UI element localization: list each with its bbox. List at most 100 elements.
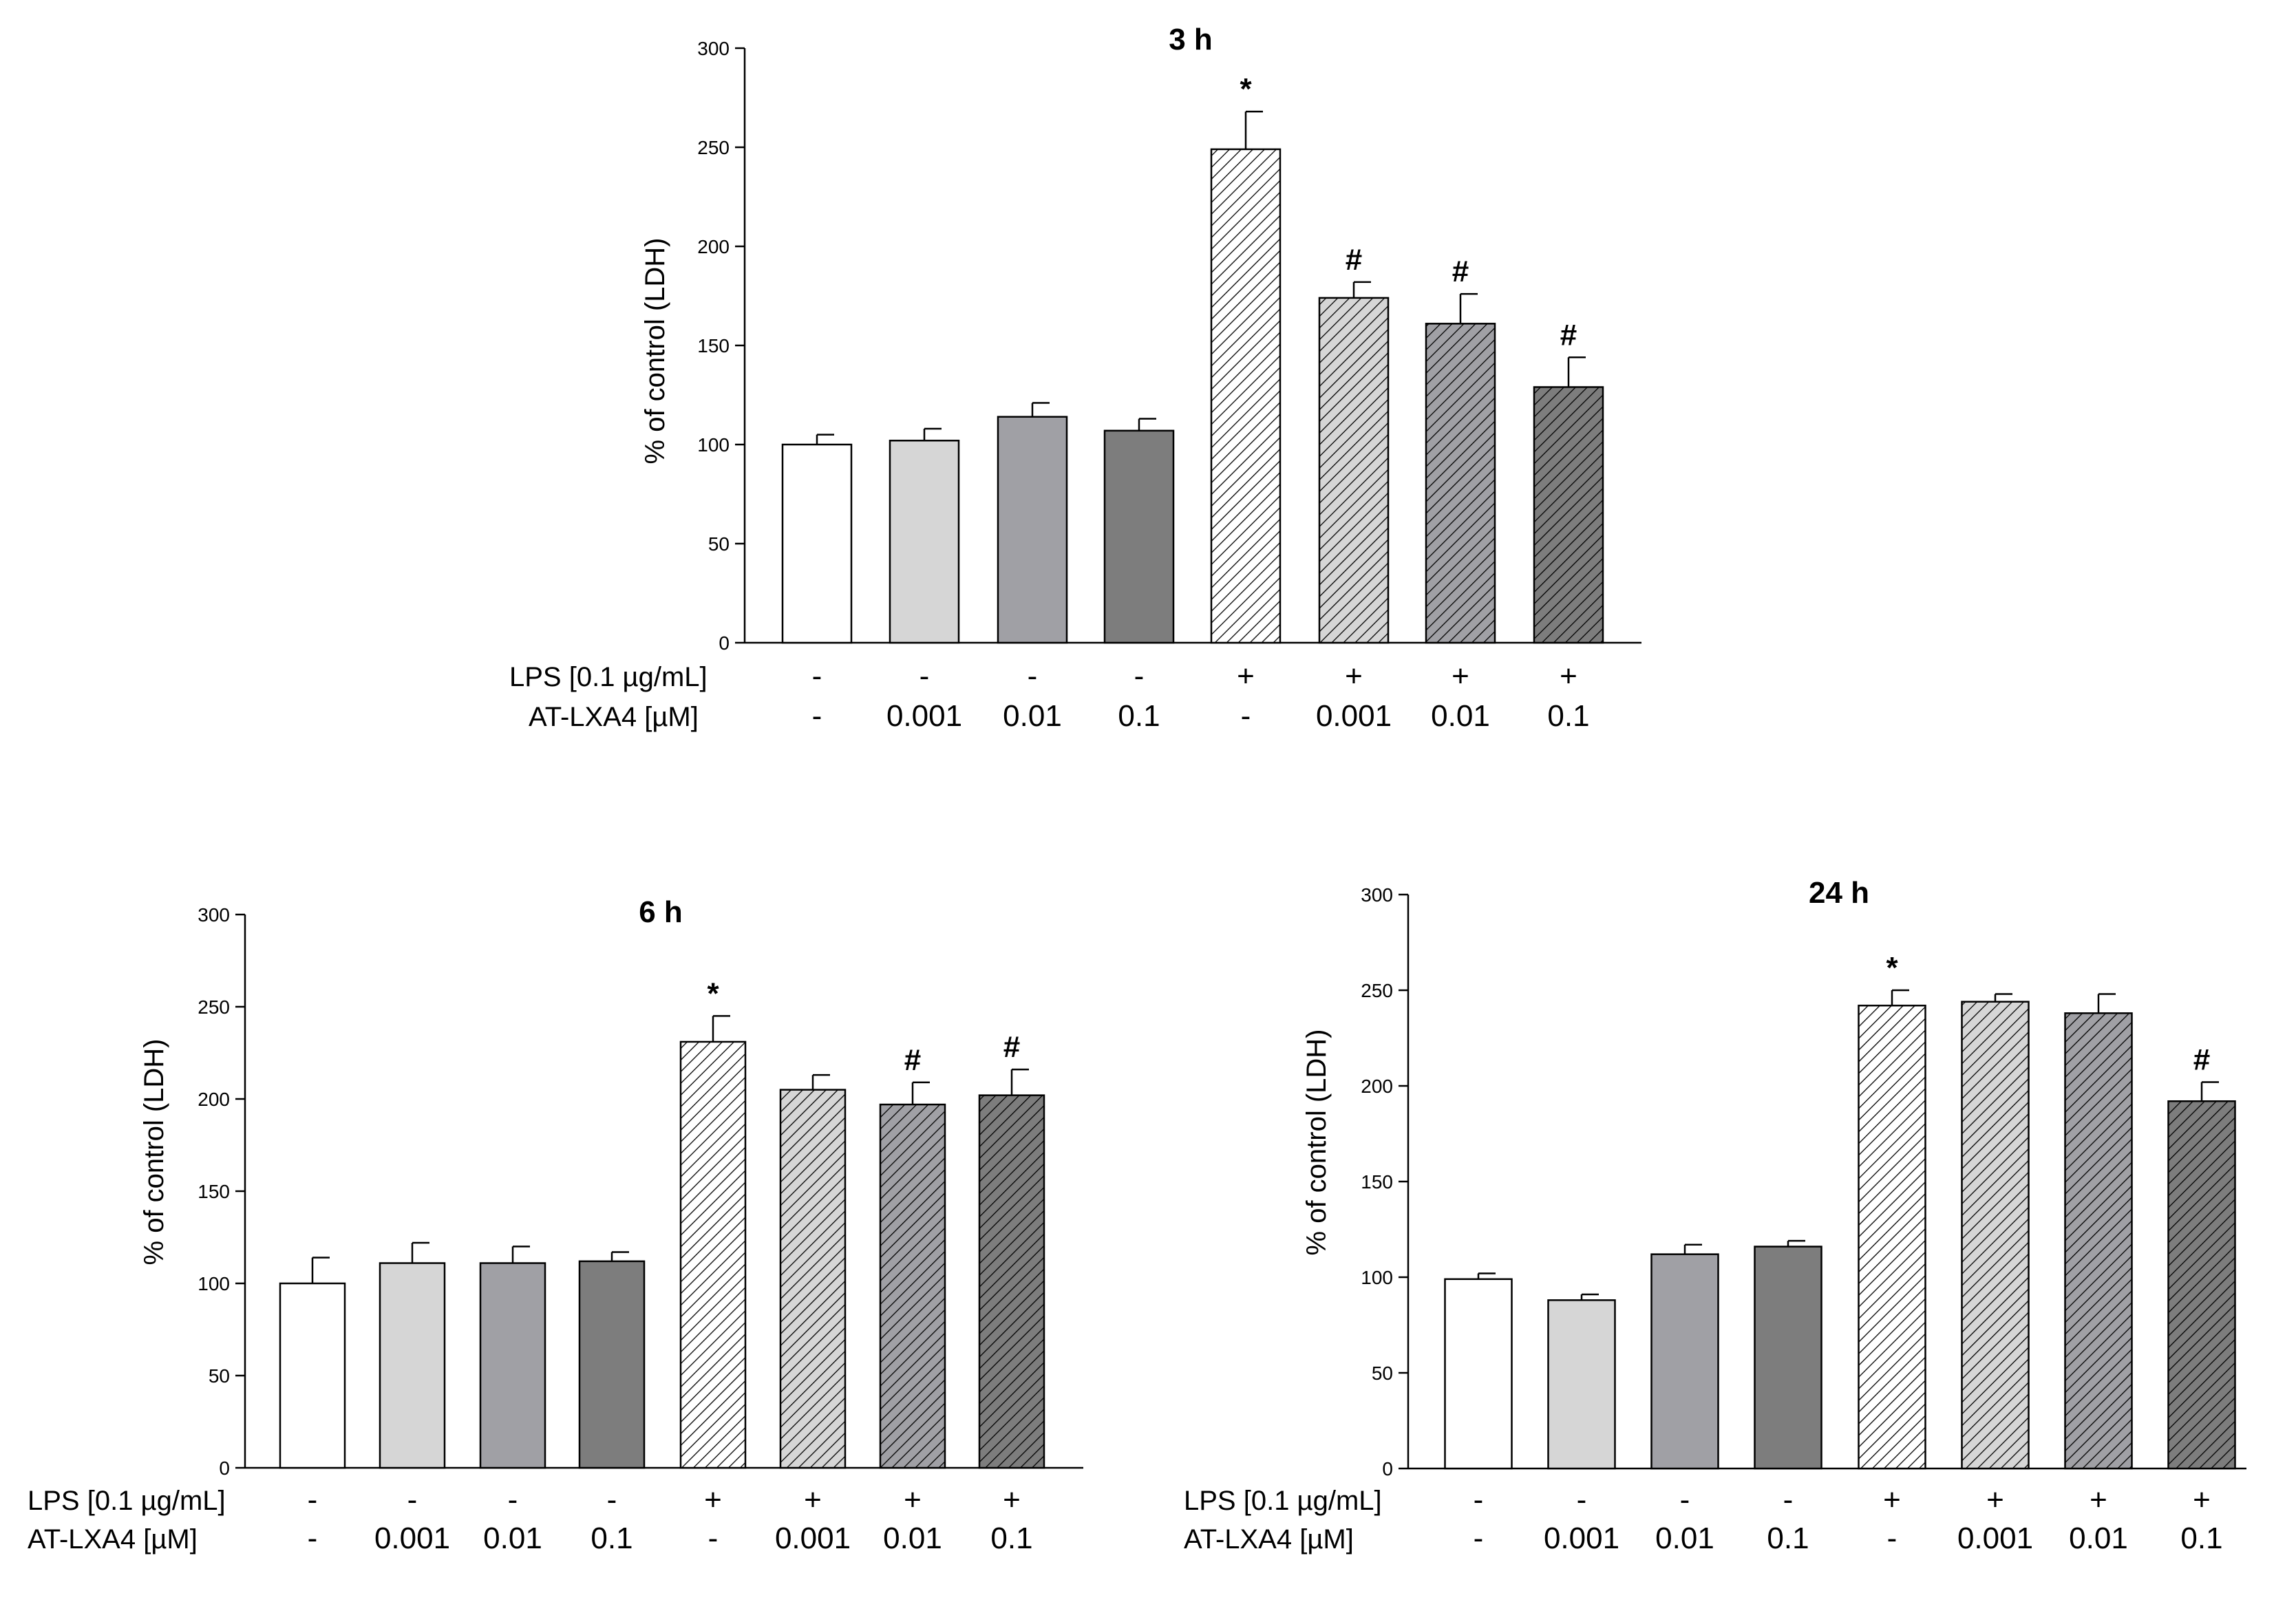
- lps-value: +: [2090, 1483, 2107, 1517]
- bar: [1533, 386, 1604, 644]
- atlxa4-value: 0.001: [886, 699, 962, 733]
- y-tick-label: 50: [708, 533, 730, 555]
- bar: [997, 416, 1068, 644]
- y-tick-label: 150: [697, 335, 730, 356]
- y-tick-label: 150: [198, 1181, 230, 1202]
- lps-value: +: [1237, 659, 1255, 693]
- lps-value: -: [1680, 1483, 1690, 1517]
- atlxa4-value: 0.01: [1003, 699, 1062, 733]
- atlxa4-value: 0.01: [883, 1521, 942, 1555]
- atlxa4-value: -: [812, 699, 822, 733]
- bar: [1318, 297, 1390, 644]
- significance-asterisk: *: [707, 976, 719, 1010]
- atlxa4-value: 0.1: [2180, 1521, 2222, 1555]
- bar: [781, 443, 853, 644]
- chart-title: 24 h: [1809, 876, 1869, 910]
- lps-value: -: [508, 1483, 518, 1517]
- chart-title: 3 h: [1169, 23, 1213, 56]
- significance-hash: #: [1346, 243, 1362, 277]
- bar: [879, 1103, 946, 1469]
- lps-value: +: [904, 1483, 922, 1517]
- atlxa4-value: -: [1241, 699, 1251, 733]
- atlxa4-row-label: AT-LXA4 [µM]: [28, 1524, 198, 1555]
- lps-value: -: [1577, 1483, 1587, 1517]
- atlxa4-value: -: [1474, 1521, 1484, 1555]
- atlxa4-value: -: [308, 1521, 318, 1555]
- atlxa4-value: 0.1: [1767, 1521, 1809, 1555]
- atlxa4-value: 0.1: [1547, 699, 1589, 733]
- atlxa4-value: 0.001: [374, 1521, 450, 1555]
- bar: [1103, 429, 1175, 644]
- atlxa4-value: 0.1: [591, 1521, 633, 1555]
- lps-value: +: [1560, 659, 1577, 693]
- lps-value: -: [308, 1483, 318, 1517]
- y-tick-label: 100: [198, 1273, 230, 1294]
- atlxa4-value: 0.01: [1655, 1521, 1714, 1555]
- y-tick-label: 200: [1361, 1076, 1393, 1097]
- chart-title: 6 h: [639, 895, 683, 929]
- y-tick-label: 0: [1382, 1458, 1393, 1480]
- lps-value: -: [812, 659, 822, 693]
- atlxa4-value: 0.01: [1431, 699, 1490, 733]
- atlxa4-value: 0.001: [1544, 1521, 1619, 1555]
- bar: [1210, 148, 1282, 644]
- significance-hash: #: [1560, 318, 1577, 352]
- y-tick-label: 100: [697, 434, 730, 456]
- significance-asterisk: *: [1240, 72, 1252, 106]
- y-tick-label: 250: [198, 996, 230, 1018]
- lps-value: -: [1134, 659, 1145, 693]
- bar: [1425, 323, 1496, 644]
- y-tick-label: 150: [1361, 1171, 1393, 1193]
- lps-value: +: [1452, 659, 1469, 693]
- y-tick-label: 200: [198, 1089, 230, 1110]
- lps-value: +: [1883, 1483, 1901, 1517]
- lps-value: +: [1345, 659, 1363, 693]
- y-tick-label: 200: [697, 236, 730, 257]
- bar: [1754, 1246, 1822, 1470]
- bar: [779, 1089, 847, 1469]
- y-tick-label: 0: [219, 1457, 230, 1479]
- atlxa4-value: 0.001: [1957, 1521, 2033, 1555]
- y-tick-label: 300: [198, 904, 230, 926]
- lps-value: -: [607, 1483, 617, 1517]
- lps-value: -: [920, 659, 930, 693]
- significance-hash: #: [2193, 1043, 2210, 1076]
- y-tick-label: 50: [209, 1365, 230, 1387]
- significance-hash: #: [1452, 255, 1469, 288]
- atlxa4-value: 0.001: [1316, 699, 1392, 733]
- lps-value: -: [407, 1483, 418, 1517]
- y-axis-label: % of control (LDH): [1301, 1029, 1332, 1256]
- lps-value: +: [1003, 1483, 1021, 1517]
- lps-value: +: [804, 1483, 822, 1517]
- atlxa4-value: 0.01: [2069, 1521, 2128, 1555]
- lps-value: -: [1028, 659, 1038, 693]
- atlxa4-value: -: [1887, 1521, 1898, 1555]
- bar: [379, 1262, 446, 1469]
- y-tick-label: 250: [1361, 980, 1393, 1001]
- bar: [1961, 1001, 2030, 1470]
- atlxa4-value: 0.1: [1118, 699, 1160, 733]
- significance-hash: #: [1003, 1030, 1020, 1064]
- y-tick-label: 50: [1372, 1363, 1393, 1384]
- bar: [279, 1282, 346, 1469]
- atlxa4-row-label: AT-LXA4 [µM]: [529, 702, 699, 732]
- y-tick-label: 250: [697, 137, 730, 158]
- significance-asterisk: *: [1886, 951, 1898, 985]
- lps-value: +: [1986, 1483, 2004, 1517]
- bar: [2064, 1012, 2133, 1470]
- y-axis-label: % of control (LDH): [640, 238, 670, 464]
- lps-row-label: LPS [0.1 µg/mL]: [1184, 1486, 1382, 1516]
- lps-value: +: [2193, 1483, 2211, 1517]
- y-tick-label: 0: [719, 632, 730, 654]
- bar: [2167, 1100, 2236, 1470]
- bar: [479, 1262, 546, 1469]
- panel-3h: 3 h % of control (LDH) LPS [0.1 µg/mL] A…: [509, 23, 1641, 733]
- bar: [1858, 1004, 1926, 1470]
- bar: [1547, 1299, 1616, 1470]
- lps-row-label: LPS [0.1 µg/mL]: [28, 1486, 226, 1516]
- panel-24h: 24 h % of control (LDH) LPS [0.1 µg/mL] …: [1184, 876, 2246, 1555]
- bar: [679, 1040, 747, 1469]
- bar: [978, 1094, 1045, 1469]
- atlxa4-value: 0.1: [990, 1521, 1032, 1555]
